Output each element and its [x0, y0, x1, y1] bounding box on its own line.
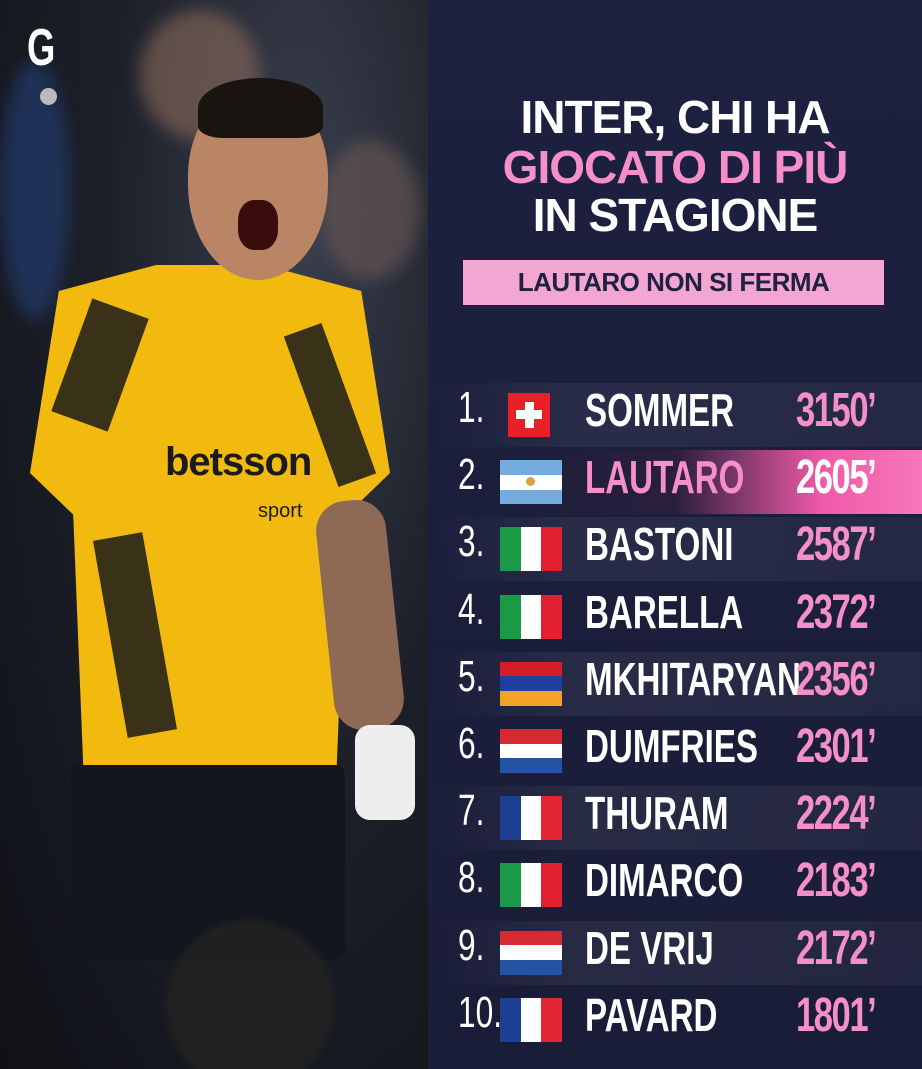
- subtitle-banner: LAUTARO NON SI FERMA: [463, 260, 884, 305]
- ranking-row: 4. BARELLA 2372’: [428, 585, 922, 649]
- flag-armenia-icon: [500, 661, 562, 706]
- brand-logo-dot: [40, 88, 57, 105]
- minutes-played: 2183’: [796, 854, 877, 908]
- flag-italy-icon: [500, 863, 562, 908]
- ranking-row: 2. LAUTARO 2605’: [428, 450, 922, 515]
- minutes-played: 2356’: [796, 652, 877, 706]
- flag-switzerland-icon: [508, 393, 550, 437]
- flag-netherlands-icon: [500, 729, 562, 773]
- minutes-played: 2587’: [796, 518, 877, 572]
- player-name: DIMARCO: [585, 854, 744, 907]
- crowd-figure: [320, 140, 420, 280]
- player-name: THURAM: [585, 787, 729, 840]
- rank: 10.: [458, 987, 503, 1037]
- rank: 5.: [458, 651, 485, 701]
- rank: 1.: [458, 383, 485, 432]
- ranking-row: 7. THURAM 2224’: [428, 786, 922, 851]
- ranking-row: 8. DIMARCO 2183’: [428, 853, 922, 917]
- rank: 7.: [458, 786, 485, 836]
- rank: 4.: [458, 584, 485, 634]
- player-photo: G betsson sport: [0, 0, 428, 1069]
- foreground-head: [165, 920, 335, 1069]
- flag-netherlands-icon: [500, 930, 562, 975]
- player-name: DUMFRIES: [585, 720, 758, 772]
- flag-argentina-icon: [500, 460, 562, 505]
- flag-france-icon: [500, 796, 562, 841]
- sponsor-logo: betsson: [165, 440, 312, 484]
- brand-logo: G: [27, 19, 56, 77]
- flag-france-icon: [500, 997, 562, 1042]
- minutes-played: 1801’: [796, 988, 877, 1042]
- sponsor-logo-sub: sport: [258, 500, 303, 522]
- minutes-played: 2224’: [796, 787, 877, 841]
- player-hair: [198, 78, 323, 138]
- minutes-played: 2372’: [796, 585, 877, 639]
- ranking-panel: INTER, CHI HA GIOCATO DI PIÙ IN STAGIONE…: [428, 0, 922, 1069]
- rank: 3.: [458, 517, 485, 567]
- player-name: MKHITARYAN: [585, 652, 801, 705]
- player-name: BARELLA: [585, 585, 744, 638]
- title-line-2: GIOCATO DI PIÙ: [502, 141, 849, 193]
- player-mouth: [238, 200, 278, 250]
- ranking-row: 3. BASTONI 2587’: [428, 517, 922, 582]
- minutes-played: 2301’: [796, 720, 877, 773]
- ranking-row: 1. SOMMER 3150’: [428, 383, 922, 447]
- player-name: LAUTARO: [585, 451, 745, 504]
- flag-italy-icon: [500, 594, 562, 639]
- ranking-row: 10. PAVARD 1801’: [428, 988, 922, 1052]
- wrist-tape: [355, 725, 415, 820]
- minutes-played: 2605’: [796, 451, 877, 505]
- player-name: PAVARD: [585, 988, 718, 1041]
- shorts: [70, 765, 345, 960]
- flag-italy-icon: [500, 527, 562, 572]
- crowd-figure: [0, 60, 70, 320]
- ranking-row: 6. DUMFRIES 2301’: [428, 719, 922, 783]
- ranking-row: 9. DE VRIJ 2172’: [428, 920, 922, 985]
- player-name: BASTONI: [585, 518, 734, 571]
- ranking-row: 5. MKHITARYAN 2356’: [428, 651, 922, 716]
- title-line-1: INTER, CHI HA: [520, 91, 831, 143]
- minutes-played: 3150’: [796, 384, 877, 437]
- rank: 8.: [458, 853, 485, 903]
- player-name: SOMMER: [585, 384, 735, 436]
- rank: 9.: [458, 920, 485, 970]
- rank: 2.: [458, 450, 485, 500]
- rank: 6.: [458, 719, 485, 768]
- player-name: DE VRIJ: [585, 921, 714, 974]
- minutes-played: 2172’: [796, 921, 877, 975]
- title-line-3: IN STAGIONE: [532, 189, 819, 241]
